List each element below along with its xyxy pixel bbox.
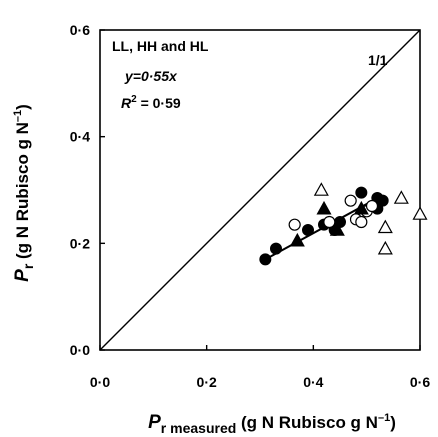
open-circle-point xyxy=(288,218,301,231)
plot-area: 0·00·0 0·2 0·2 0·4 0·4 0·6 0·6 xyxy=(70,22,431,390)
filled-circle-point xyxy=(259,253,272,266)
y-tick-label: 0·6 xyxy=(70,22,90,38)
group-label: LL, HH and HL xyxy=(112,38,209,54)
filled-circle-point xyxy=(270,242,282,255)
x-tick-label: 0·0 xyxy=(90,374,110,390)
open-circle-point xyxy=(365,199,379,213)
open-triangle-point xyxy=(412,206,428,220)
open-circle-point xyxy=(323,215,336,229)
y-axis-title: Pr (g N Rubisco g N–1) xyxy=(12,104,36,282)
open-triangle-point xyxy=(377,219,393,234)
open-triangle-point xyxy=(377,240,393,255)
y-tick-label: 0·4 xyxy=(70,129,90,145)
x-tick-label: 0·6 xyxy=(410,374,430,390)
y-tick-label: 0·2 xyxy=(70,235,90,251)
x-tick-label: 0·2 xyxy=(197,374,217,390)
open-circle-point xyxy=(344,194,357,207)
filled-triangle-point xyxy=(329,222,345,236)
r-squared: R2 = 0·59 xyxy=(121,94,181,111)
open-triangle-point xyxy=(313,182,329,196)
open-triangle-point xyxy=(393,190,409,204)
filled-triangle-point xyxy=(289,232,305,247)
fit-equation: y=0·55x xyxy=(124,68,178,84)
filled-triangle-point xyxy=(353,200,369,215)
open-circle-point xyxy=(355,215,368,229)
filled-triangle-point xyxy=(316,200,332,215)
one-to-one-label: 1/1 xyxy=(368,52,388,68)
plot-frame xyxy=(99,29,421,351)
x-tick-label: 0·4 xyxy=(303,374,323,390)
x-axis-title: Pr measured (g N Rubisco g N–1) xyxy=(148,412,396,436)
filled-circle-point xyxy=(302,224,314,236)
one-to-one-line xyxy=(99,29,421,351)
y-tick-label: 0·0 xyxy=(70,342,90,358)
filled-circle-point xyxy=(355,186,368,199)
